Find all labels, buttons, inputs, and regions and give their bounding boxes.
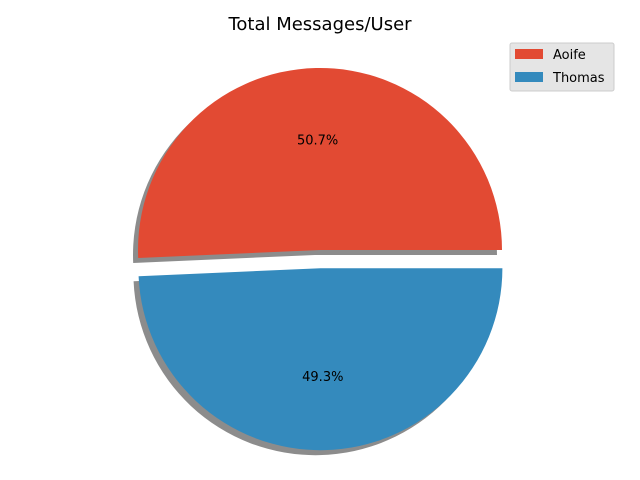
pie-slice-aoife	[138, 68, 503, 259]
legend: Aoife Thomas	[509, 42, 615, 92]
pie-slice-thomas	[138, 268, 503, 451]
legend-label-aoife: Aoife	[553, 48, 586, 63]
slice-labels: 50.7% 49.3%	[297, 133, 344, 385]
legend-swatch-thomas	[515, 72, 543, 82]
pie-percent-label-thomas: 49.3%	[302, 370, 343, 385]
legend-swatch-aoife	[515, 49, 543, 59]
pie-percent-label-aoife: 50.7%	[297, 133, 338, 148]
pie-slices	[138, 68, 503, 451]
chart-title: Total Messages/User	[227, 14, 412, 35]
legend-label-thomas: Thomas	[552, 71, 605, 86]
